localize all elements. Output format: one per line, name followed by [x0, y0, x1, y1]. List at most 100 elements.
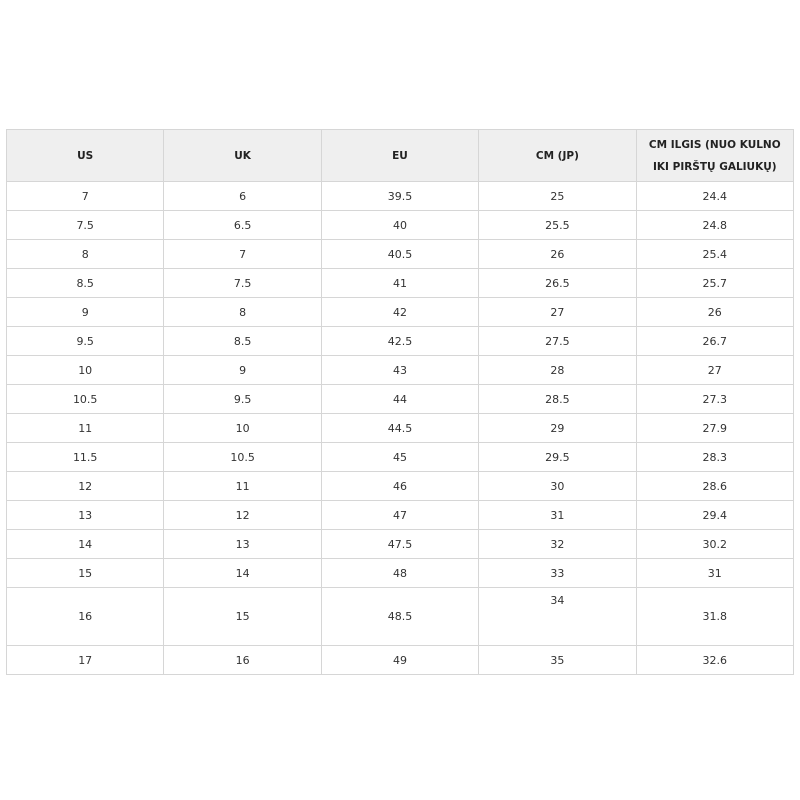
header-uk: UK	[163, 129, 322, 182]
table-row: 8 7 40.5 26 25.4	[5, 239, 795, 269]
header-cm-length: CM ILGIS (NUO KULNO IKI PIRŠTŲ GALIUKŲ)	[635, 129, 795, 182]
cell-cm-jp: 35	[478, 645, 637, 675]
table-row: 13 12 47 31 29.4	[5, 500, 795, 530]
cell-cm-length: 28.6	[635, 471, 795, 501]
cell-uk: 12	[163, 500, 322, 530]
cell-uk: 9.5	[163, 384, 322, 414]
table-row: 9.5 8.5 42.5 27.5 26.7	[5, 326, 795, 356]
table-row: 17 16 49 35 32.6	[5, 645, 795, 675]
cell-cm-length: 29.4	[635, 500, 795, 530]
cell-cm-length: 27.9	[635, 413, 795, 443]
cell-eu: 43	[320, 355, 480, 385]
cell-cm-jp: 28	[478, 355, 637, 385]
cell-cm-jp: 29	[478, 413, 637, 443]
cell-cm-length: 30.2	[635, 529, 795, 559]
cell-eu: 44	[320, 384, 480, 414]
cell-us: 9	[5, 297, 165, 327]
cell-cm-length: 32.6	[635, 645, 795, 675]
cell-eu: 48.5	[320, 587, 480, 646]
cell-us: 14	[5, 529, 165, 559]
cell-uk: 10	[163, 413, 322, 443]
cell-cm-length: 31.8	[635, 587, 795, 646]
cell-uk: 16	[163, 645, 322, 675]
cell-uk: 7.5	[163, 268, 322, 298]
cell-eu: 40	[320, 210, 480, 240]
table-row: 8.5 7.5 41 26.5 25.7	[5, 268, 795, 298]
cell-eu: 48	[320, 558, 480, 588]
cell-eu: 49	[320, 645, 480, 675]
cell-uk: 11	[163, 471, 322, 501]
cell-uk: 15	[163, 587, 322, 646]
cell-cm-jp: 26	[478, 239, 637, 269]
cell-us: 10	[5, 355, 165, 385]
table-row: 10.5 9.5 44 28.5 27.3	[5, 384, 795, 414]
cell-uk: 7	[163, 239, 322, 269]
cell-cm-length: 24.8	[635, 210, 795, 240]
cell-cm-length: 25.4	[635, 239, 795, 269]
cell-us: 12	[5, 471, 165, 501]
cell-cm-length: 24.4	[635, 181, 795, 211]
cell-uk: 6	[163, 181, 322, 211]
cell-us: 11	[5, 413, 165, 443]
table-row: 7 6 39.5 25 24.4	[5, 181, 795, 211]
cell-us: 10.5	[5, 384, 165, 414]
table-row: 7.5 6.5 40 25.5 24.8	[5, 210, 795, 240]
table-row: 15 14 48 33 31	[5, 558, 795, 588]
cell-eu: 45	[320, 442, 480, 472]
table-body: 7 6 39.5 25 24.4 7.5 6.5 40 25.5 24.8 8 7 40.5 26 25.4…	[5, 181, 795, 675]
size-chart-table: US UK EU CM (JP) CM ILGIS (NUO KULNO IKI…	[5, 129, 795, 675]
cell-uk: 6.5	[163, 210, 322, 240]
cell-us: 15	[5, 558, 165, 588]
cell-cm-length: 28.3	[635, 442, 795, 472]
header-eu: EU	[320, 129, 480, 182]
header-us: US	[5, 129, 165, 182]
table-row: 14 13 47.5 32 30.2	[5, 529, 795, 559]
table-row: 16 15 48.5 34 31.8	[5, 587, 795, 646]
cell-cm-jp: 27.5	[478, 326, 637, 356]
cell-eu: 42.5	[320, 326, 480, 356]
cell-cm-jp: 29.5	[478, 442, 637, 472]
cell-uk: 13	[163, 529, 322, 559]
cell-cm-length: 26	[635, 297, 795, 327]
cell-eu: 47	[320, 500, 480, 530]
cell-uk: 14	[163, 558, 322, 588]
cell-cm-jp: 32	[478, 529, 637, 559]
cell-us: 13	[5, 500, 165, 530]
cell-us: 7	[5, 181, 165, 211]
cell-eu: 46	[320, 471, 480, 501]
cell-us: 8	[5, 239, 165, 269]
table-row: 11 10 44.5 29 27.9	[5, 413, 795, 443]
cell-cm-jp: 25.5	[478, 210, 637, 240]
cell-cm-length: 25.7	[635, 268, 795, 298]
cell-cm-jp: 27	[478, 297, 637, 327]
cell-us: 9.5	[5, 326, 165, 356]
cell-cm-jp: 28.5	[478, 384, 637, 414]
cell-eu: 41	[320, 268, 480, 298]
cell-uk: 9	[163, 355, 322, 385]
cell-cm-jp: 33	[478, 558, 637, 588]
table-row: 9 8 42 27 26	[5, 297, 795, 327]
cell-eu: 39.5	[320, 181, 480, 211]
cell-uk: 8.5	[163, 326, 322, 356]
cell-cm-jp: 25	[478, 181, 637, 211]
cell-us: 11.5	[5, 442, 165, 472]
cell-cm-jp: 34	[478, 587, 637, 646]
cell-cm-length: 27.3	[635, 384, 795, 414]
cell-eu: 42	[320, 297, 480, 327]
cell-cm-length: 26.7	[635, 326, 795, 356]
cell-us: 7.5	[5, 210, 165, 240]
table-row: 10 9 43 28 27	[5, 355, 795, 385]
cell-cm-jp: 30	[478, 471, 637, 501]
table-row: 11.5 10.5 45 29.5 28.3	[5, 442, 795, 472]
cell-eu: 44.5	[320, 413, 480, 443]
cell-cm-jp: 31	[478, 500, 637, 530]
header-cm-jp: CM (JP)	[478, 129, 637, 182]
cell-cm-length: 27	[635, 355, 795, 385]
cell-us: 16	[5, 587, 165, 646]
cell-uk: 10.5	[163, 442, 322, 472]
cell-us: 17	[5, 645, 165, 675]
table-row: 12 11 46 30 28.6	[5, 471, 795, 501]
cell-us: 8.5	[5, 268, 165, 298]
cell-cm-length: 31	[635, 558, 795, 588]
cell-cm-jp: 26.5	[478, 268, 637, 298]
